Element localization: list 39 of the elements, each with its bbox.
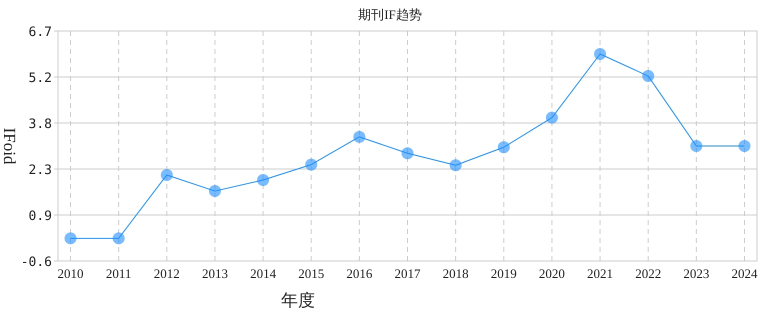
point [257, 174, 270, 186]
x-tick-label: 2019 [490, 266, 517, 281]
x-tick-label: 2012 [154, 266, 180, 281]
point [642, 70, 654, 82]
point [690, 140, 702, 152]
y-tick-label: 5.2 [28, 71, 52, 86]
point [353, 130, 366, 143]
point [112, 232, 125, 244]
x-tick-label: 2016 [346, 266, 373, 281]
point [64, 232, 77, 244]
point [594, 48, 606, 60]
x-tick-label: 2013 [202, 266, 228, 281]
y-tick-label: 3.8 [28, 117, 52, 132]
x-tick-label: 2024 [731, 266, 758, 281]
x-tick-label: 2023 [683, 266, 710, 281]
x-tick-label: 2015 [298, 266, 324, 281]
x-tick-label: 2018 [442, 266, 469, 281]
point [208, 185, 221, 198]
y-tick-label: -0.6 [20, 255, 52, 270]
point [160, 168, 173, 181]
y-tick-label: 2.3 [28, 163, 52, 178]
y-tick-label: 0.9 [28, 209, 52, 224]
y-axis-title: IFoid [0, 128, 19, 165]
x-tick-label: 2014 [250, 266, 277, 281]
point [305, 158, 318, 171]
x-tick-label: 2021 [587, 266, 614, 281]
x-tick-label: 2010 [58, 266, 84, 281]
x-axis-title: 年度 [281, 291, 315, 310]
chart-title: 期刊IF趋势 [358, 7, 422, 22]
x-tick-label: 2020 [538, 266, 565, 281]
point [498, 141, 510, 154]
x-tick-label: 2022 [635, 266, 662, 281]
x-tick-label: 2011 [106, 266, 132, 281]
point [402, 147, 414, 160]
x-tick-label: 2017 [394, 266, 421, 281]
y-tick-label: 6.7 [28, 25, 52, 40]
point [450, 159, 462, 172]
point [546, 112, 558, 124]
point [738, 140, 750, 152]
